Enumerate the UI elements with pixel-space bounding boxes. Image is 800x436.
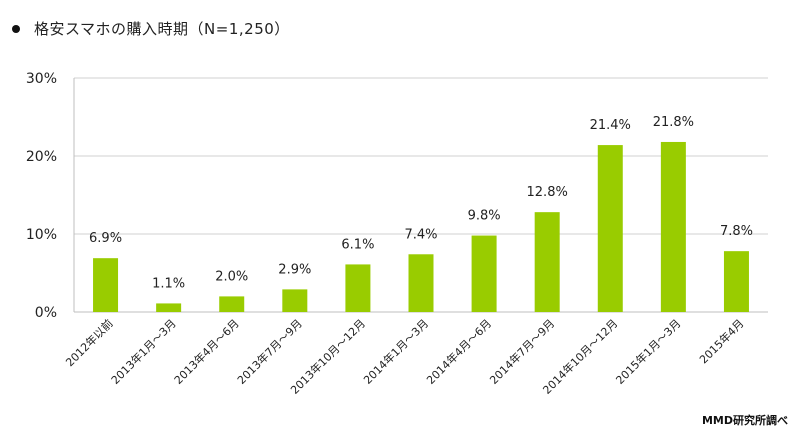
chart-title: 格安スマホの購入時期（N=1,250） <box>34 20 290 38</box>
data-label: 7.8% <box>720 224 753 239</box>
bar <box>660 141 686 312</box>
x-tick-label: 2012年以前 <box>63 316 116 369</box>
bar <box>408 254 434 312</box>
data-label: 2.9% <box>278 262 311 277</box>
x-tick-label: 2013年1月～3月 <box>108 316 179 387</box>
bullet-icon <box>12 24 20 33</box>
data-label: 2.0% <box>215 269 248 284</box>
y-tick-label: 20% <box>26 149 57 165</box>
bar <box>282 289 308 312</box>
data-label: 1.1% <box>152 276 185 291</box>
data-label: 6.9% <box>89 231 122 246</box>
title-row: 格安スマホの購入時期（N=1,250） <box>12 18 290 39</box>
bar <box>345 264 371 312</box>
x-tick-label: 2013年7月～9月 <box>234 316 305 387</box>
data-label: 9.8% <box>468 209 501 224</box>
data-label: 21.4% <box>590 118 631 133</box>
x-tick-label: 2015年1月～3月 <box>613 316 684 387</box>
data-label: 6.1% <box>341 237 374 252</box>
x-tick-label: 2015年4月 <box>696 316 746 366</box>
bar <box>534 212 560 312</box>
x-tick-label: 2014年4月～6月 <box>424 316 495 387</box>
data-label: 12.8% <box>527 185 568 200</box>
y-tick-label: 10% <box>26 227 57 243</box>
bar <box>156 303 182 312</box>
y-tick-label: 0% <box>35 305 57 321</box>
data-label: 21.8% <box>653 115 694 130</box>
x-tick-label: 2013年4月～6月 <box>171 316 242 387</box>
bar <box>471 235 497 312</box>
x-tick-label: 2014年1月～3月 <box>360 316 431 387</box>
data-label: 7.4% <box>404 227 437 242</box>
bar <box>723 251 749 312</box>
bar <box>597 145 623 312</box>
bar <box>93 258 119 312</box>
y-tick-label: 30% <box>26 71 57 87</box>
bar <box>219 296 245 312</box>
source-credit: MMD研究所調べ <box>701 414 788 427</box>
x-tick-label: 2014年7月～9月 <box>487 316 558 387</box>
